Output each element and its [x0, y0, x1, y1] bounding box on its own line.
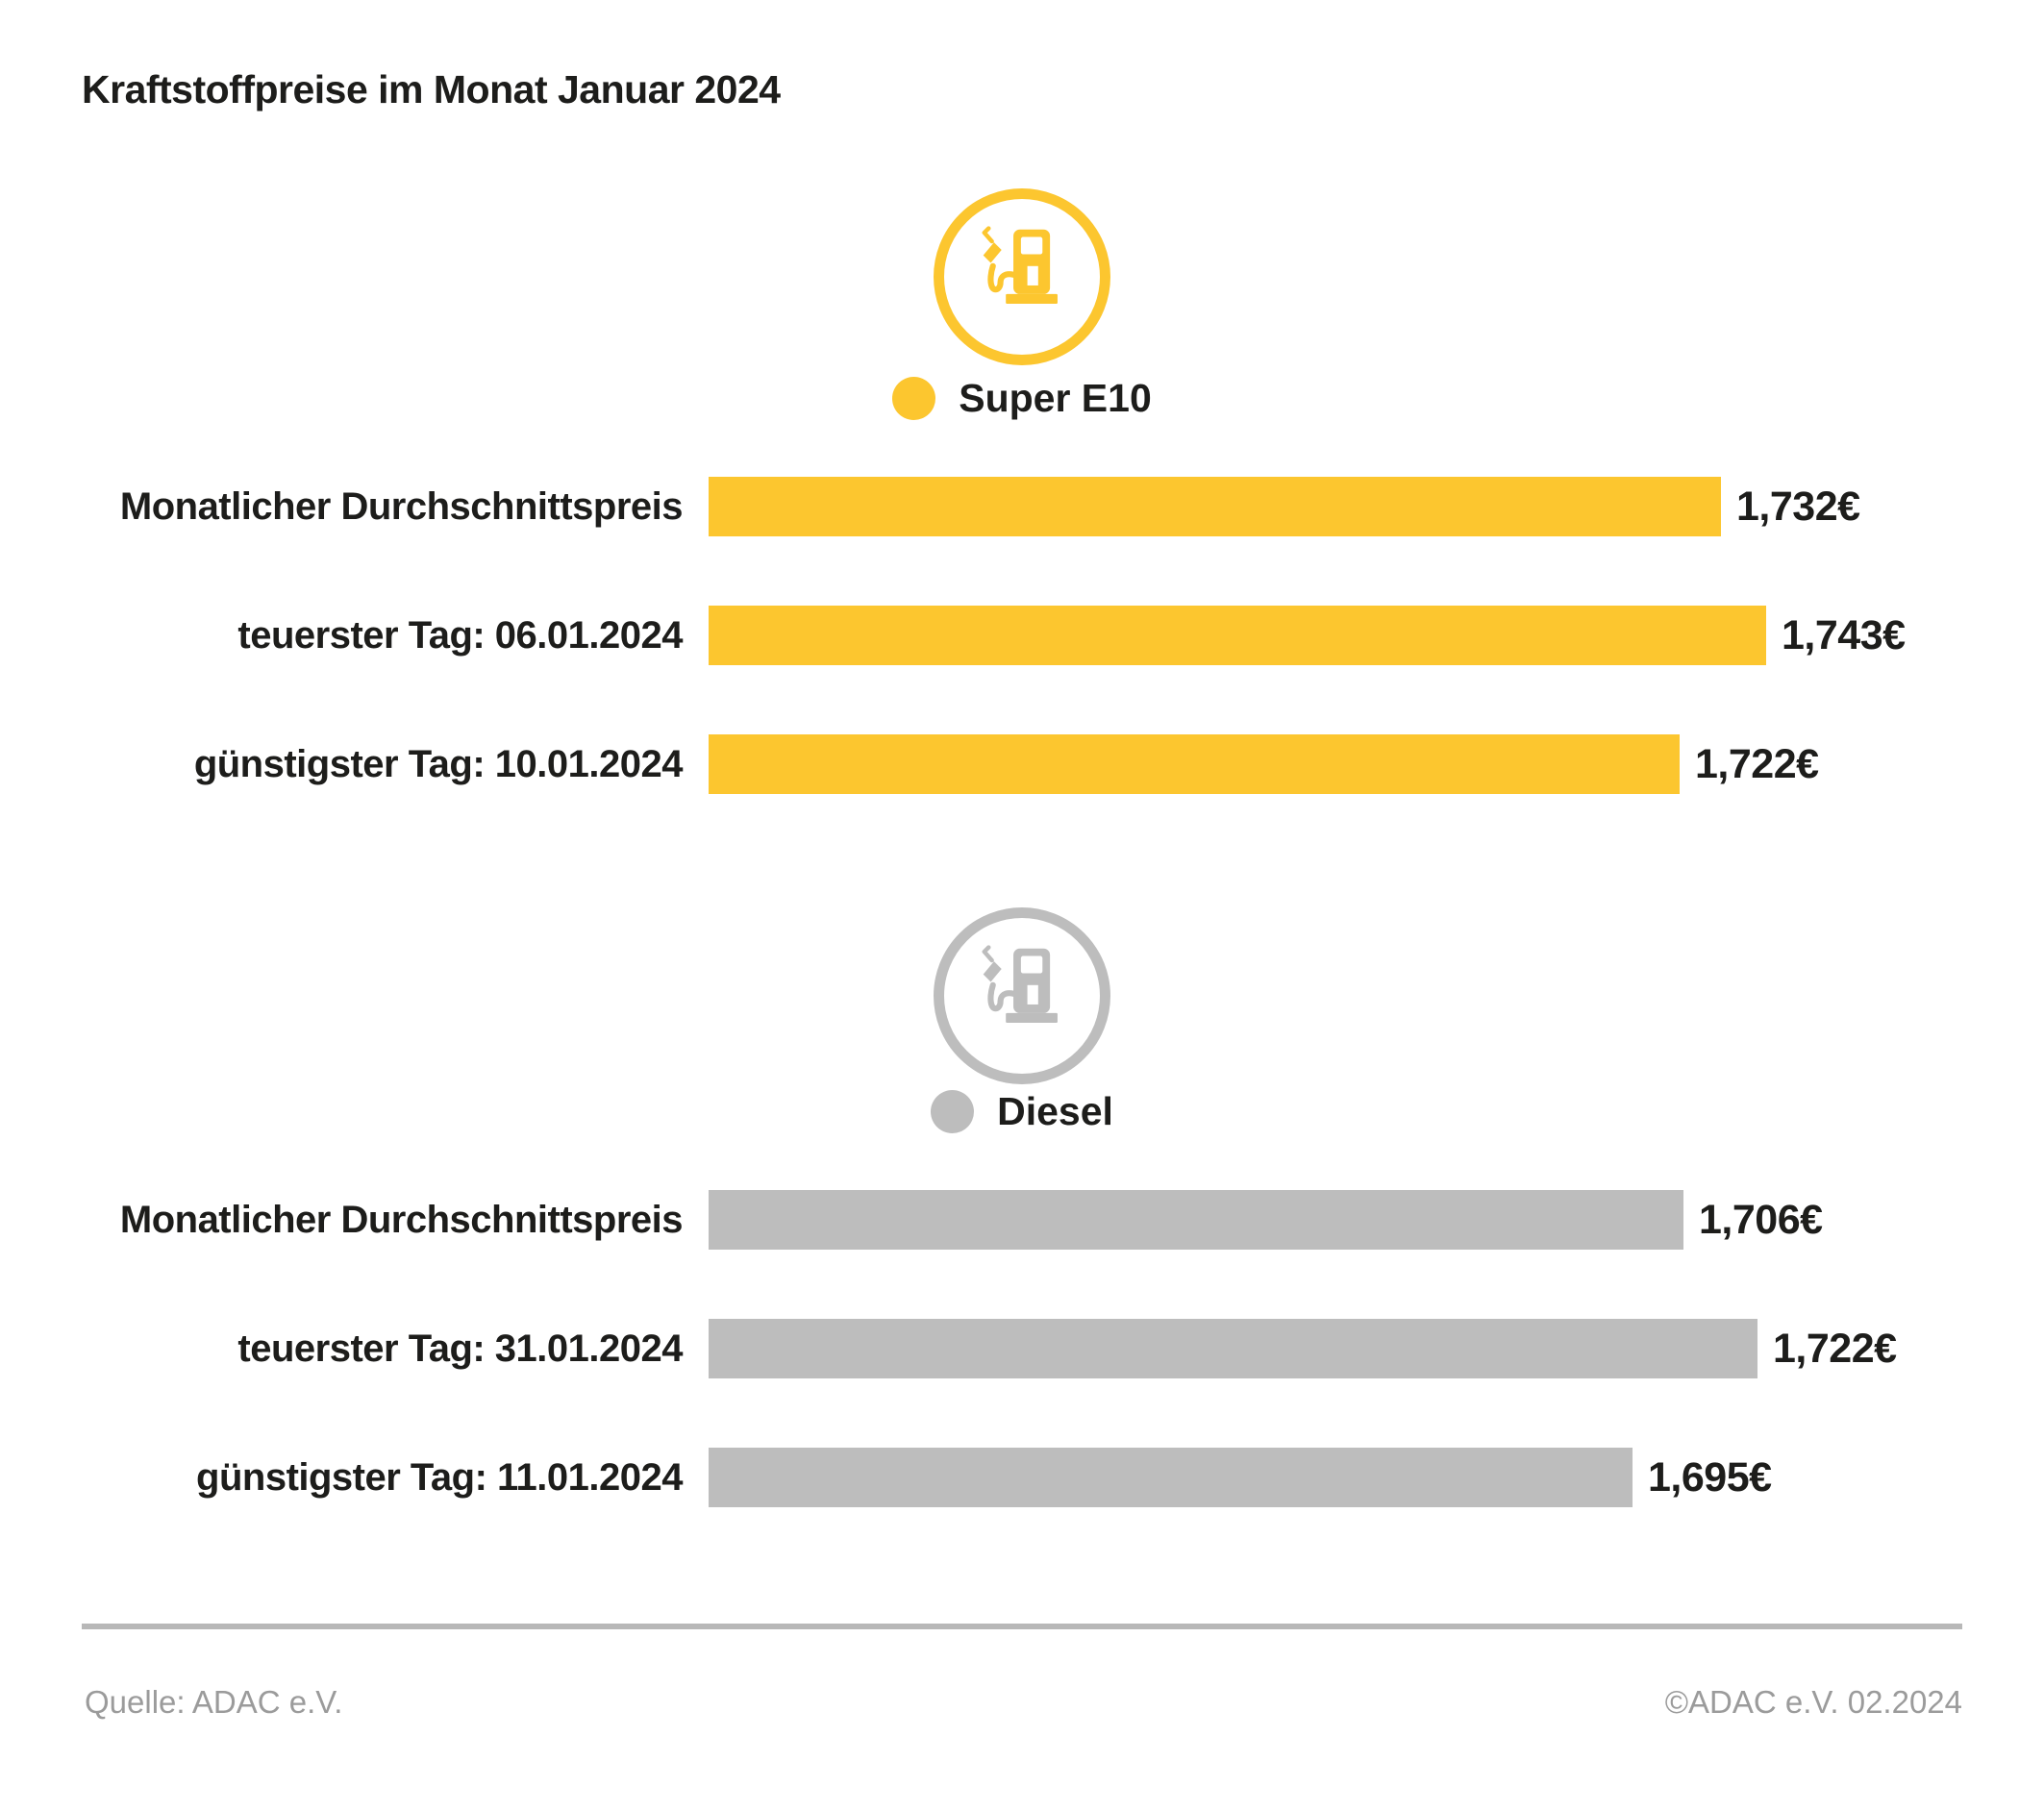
bar-value-label: 1,722€ — [1773, 1325, 1897, 1372]
price-bar — [709, 1448, 1633, 1507]
bar-value-label: 1,706€ — [1699, 1196, 1823, 1243]
legend-label: Super E10 — [959, 375, 1152, 420]
legend-dot-icon — [892, 376, 936, 420]
footer-divider — [82, 1624, 1962, 1629]
fuel-pump-icon — [934, 188, 1110, 365]
fuel-pump-icon — [934, 907, 1110, 1084]
legend-super-e10: Super E10 — [0, 375, 2044, 421]
legend-dot-icon — [931, 1089, 975, 1133]
bar-value-label: 1,695€ — [1648, 1453, 1772, 1501]
price-bar — [709, 477, 1721, 536]
bar-row-label: teuerster Tag: 31.01.2024 — [237, 1327, 683, 1370]
legend-label: Diesel — [997, 1088, 1113, 1133]
price-bar — [709, 1190, 1683, 1250]
bar-row: günstigster Tag: 11.01.2024 1,695€ — [0, 1448, 2044, 1507]
price-bar — [709, 606, 1766, 665]
footer-copyright: ©ADAC e.V. 02.2024 — [1664, 1684, 1962, 1720]
bar-row-label: günstigster Tag: 11.01.2024 — [196, 1455, 683, 1499]
bar-row: Monatlicher Durchschnittspreis 1,706€ — [0, 1190, 2044, 1250]
page-title: Kraftstoffpreise im Monat Januar 2024 — [82, 67, 781, 112]
price-bar — [709, 1319, 1757, 1378]
bar-row: teuerster Tag: 06.01.2024 1,743€ — [0, 606, 2044, 665]
bar-value-label: 1,743€ — [1782, 611, 1906, 658]
bar-row: günstigster Tag: 10.01.2024 1,722€ — [0, 734, 2044, 794]
bar-row-label: Monatlicher Durchschnittspreis — [119, 484, 684, 528]
bar-row: Monatlicher Durchschnittspreis 1,732€ — [0, 477, 2044, 536]
bar-row: teuerster Tag: 31.01.2024 1,722€ — [0, 1319, 2044, 1378]
bar-row-label: teuerster Tag: 06.01.2024 — [237, 613, 683, 657]
bar-row-label: günstigster Tag: 10.01.2024 — [193, 742, 684, 785]
footer-source: Quelle: ADAC e.V. — [85, 1684, 343, 1720]
price-bar — [709, 734, 1680, 794]
bar-row-label: Monatlicher Durchschnittspreis — [119, 1198, 684, 1241]
legend-diesel: Diesel — [0, 1088, 2044, 1134]
bar-value-label: 1,722€ — [1695, 740, 1819, 787]
bar-value-label: 1,732€ — [1736, 483, 1860, 530]
